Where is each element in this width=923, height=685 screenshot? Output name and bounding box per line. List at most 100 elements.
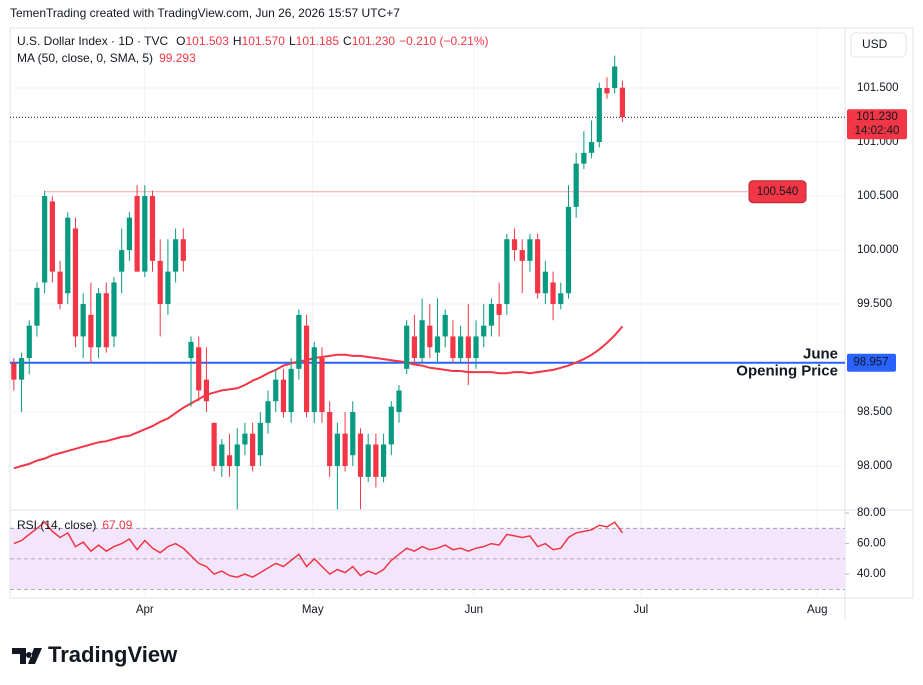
y-tick-label: 101.500 xyxy=(857,82,899,94)
candle-body xyxy=(350,412,356,456)
candle-body xyxy=(496,304,502,315)
change: −0.210 (−0.21%) xyxy=(399,34,488,48)
candle-body xyxy=(481,325,487,337)
x-tick-label: Jun xyxy=(464,604,483,616)
candle-body xyxy=(473,336,479,359)
chart-frame xyxy=(9,27,914,599)
last-price-label: 101.230 xyxy=(856,111,898,123)
candle-body xyxy=(34,287,40,326)
candle-body xyxy=(558,293,564,305)
candle-body xyxy=(149,196,156,261)
candle-body xyxy=(588,142,595,153)
x-tick-label: Jul xyxy=(634,604,649,616)
candle-body xyxy=(581,152,587,164)
candle-body xyxy=(180,239,186,261)
x-tick-label: May xyxy=(302,604,324,616)
candle-body xyxy=(380,444,387,477)
x-tick-label: Apr xyxy=(136,604,154,616)
candle-body xyxy=(535,239,541,294)
candle-body xyxy=(42,196,48,283)
candle-body xyxy=(519,250,525,261)
candle-body xyxy=(504,239,510,305)
ohlc-value: 101.185 xyxy=(296,34,340,48)
candle-body xyxy=(142,196,148,272)
candle-body xyxy=(488,304,495,326)
y-tick-label: 98.000 xyxy=(857,460,892,472)
candle-body xyxy=(242,433,248,445)
candle-body xyxy=(126,217,132,251)
logo-icon xyxy=(12,648,42,664)
candle-body xyxy=(342,433,348,467)
candle-body xyxy=(203,379,210,402)
rsi-line xyxy=(13,521,624,579)
rsi-tick-label: 60.00 xyxy=(857,538,886,550)
currency-button[interactable] xyxy=(850,32,907,58)
ohlc-key: L xyxy=(289,34,296,48)
candle-body xyxy=(273,379,279,402)
ma-value: 99.293 xyxy=(159,51,196,65)
candle-body xyxy=(303,325,310,413)
candle-body xyxy=(211,422,217,467)
candle-body xyxy=(465,336,471,359)
candle-body xyxy=(11,363,17,380)
candle-body xyxy=(604,88,610,94)
candle-body xyxy=(373,444,379,477)
currency: USD xyxy=(862,37,888,51)
ma-name: MA (50, close, 0, SMA, 5) xyxy=(17,51,153,65)
candle-body xyxy=(596,88,602,143)
candle-body xyxy=(427,325,433,348)
candle-body xyxy=(280,379,287,413)
candle-body xyxy=(226,455,233,467)
last-price-tag xyxy=(847,109,907,140)
rsi-tick-label: 40.00 xyxy=(857,568,886,580)
rsi-tick-label: 80.00 xyxy=(857,507,886,519)
candle-body xyxy=(257,422,263,456)
level-text: June xyxy=(803,346,838,363)
candle-body xyxy=(327,412,333,467)
price-tags: 98.00098.50099.500100.000100.500101.0001… xyxy=(136,82,907,616)
candle-body xyxy=(542,271,548,294)
ohlc: O101.503 H101.570 L101.185 C101.230 xyxy=(176,34,395,48)
countdown: 14:02:40 xyxy=(855,125,900,137)
candle-body xyxy=(434,336,441,353)
candle-body xyxy=(57,271,63,305)
grid xyxy=(10,28,849,597)
candle-body xyxy=(250,433,256,467)
candle-body xyxy=(565,206,572,294)
candle-body xyxy=(119,250,125,272)
candle-body xyxy=(219,444,225,467)
candle-body xyxy=(88,314,94,348)
candle-body xyxy=(196,347,202,391)
ohlc-value: 101.503 xyxy=(186,34,230,48)
candle-body xyxy=(442,314,448,337)
candle-body xyxy=(157,260,163,305)
candle-body xyxy=(458,336,464,359)
level-tag-label: 98.957 xyxy=(853,357,888,369)
candle-body xyxy=(511,239,518,251)
header: TemenTrading created with TradingView.co… xyxy=(10,6,400,20)
ma-line xyxy=(13,325,624,470)
x-tick-label: Aug xyxy=(807,604,827,616)
y-tick-label: 100.000 xyxy=(857,244,899,256)
candle-body xyxy=(26,325,32,359)
candle-body xyxy=(288,368,294,413)
candle-body xyxy=(95,293,102,348)
candle-body xyxy=(165,271,171,305)
candle-body xyxy=(72,228,79,337)
candle-body xyxy=(527,239,533,261)
logo: TradingView xyxy=(12,642,178,667)
symbol: U.S. Dollar Index · 1D · TVC xyxy=(17,34,168,48)
plot xyxy=(10,55,845,590)
rsi-value: 67.09 xyxy=(102,518,132,532)
candle-body xyxy=(49,201,55,272)
candle-body xyxy=(296,314,302,369)
ma-legend: MA (50, close, 0, SMA, 5) 99.293 xyxy=(17,51,196,65)
candle-body xyxy=(334,433,340,467)
candle-body xyxy=(103,293,109,348)
candle-body xyxy=(411,336,418,359)
alert-tag-label: 100.540 xyxy=(757,186,799,198)
candle-body xyxy=(357,433,364,477)
logo-text: TradingView xyxy=(48,642,178,667)
